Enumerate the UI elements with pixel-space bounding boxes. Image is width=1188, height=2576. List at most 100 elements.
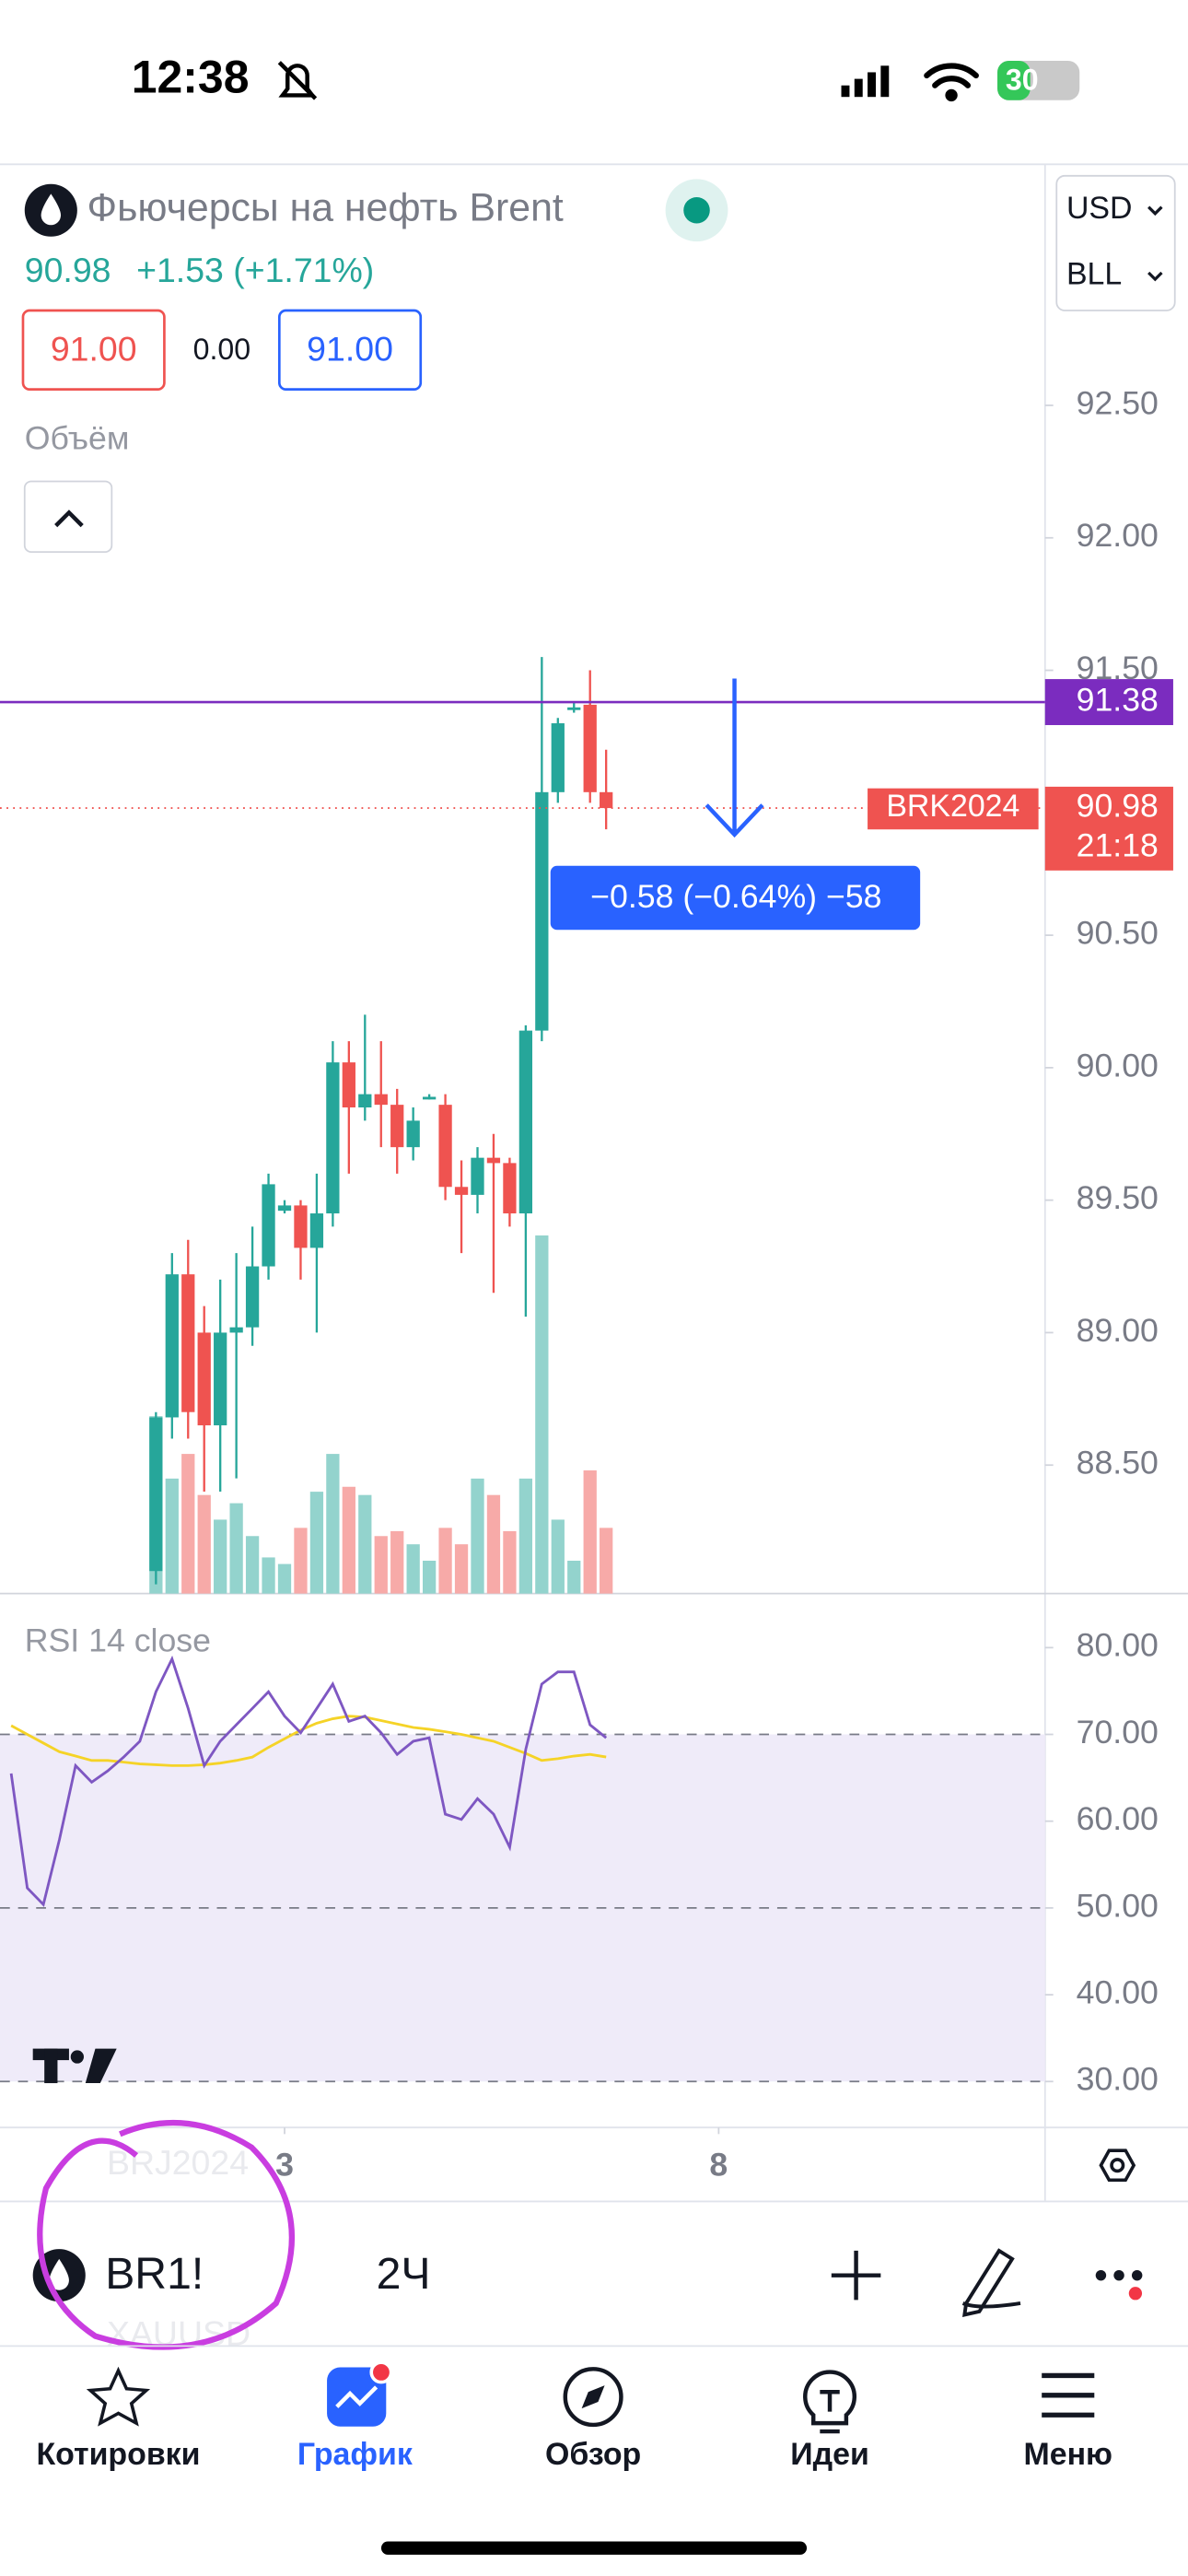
symbol-logo <box>24 183 77 237</box>
market-status <box>683 196 710 224</box>
last-price: 90.98 <box>25 251 111 289</box>
measure-label: −0.58 (−0.64%) −58 <box>590 878 881 915</box>
volume-bar <box>165 1478 179 1594</box>
spread: 0.00 <box>193 333 250 366</box>
price-change: +1.53 (+1.71%) <box>136 251 374 289</box>
horizontal-line-tag <box>1044 679 1173 726</box>
toolbar-interval[interactable]: 2Ч <box>377 2249 431 2299</box>
nav-icon[interactable] <box>803 2370 857 2434</box>
volume-bar <box>406 1544 420 1594</box>
currency[interactable]: USD <box>1066 191 1133 226</box>
sell-price[interactable]: 91.00 <box>51 329 137 368</box>
candle-body <box>181 1274 195 1412</box>
candle-body <box>229 1327 243 1333</box>
y-tick-label: 89.00 <box>1077 1312 1159 1349</box>
volume-bar <box>438 1528 452 1594</box>
y-tick-label: 60.00 <box>1077 1800 1159 1837</box>
y-tick-label: 70.00 <box>1077 1714 1159 1751</box>
y-tick-label: 50.00 <box>1077 1887 1159 1924</box>
volume-label: Объём <box>25 419 130 456</box>
candle-body <box>486 1157 501 1164</box>
sell-button[interactable] <box>21 309 166 391</box>
candle-body <box>583 704 597 792</box>
y-tick-label: 30.00 <box>1077 2061 1159 2098</box>
wifi-icon <box>924 63 979 102</box>
volume-bar <box>600 1528 613 1594</box>
y-tick-label: 40.00 <box>1077 1974 1159 2011</box>
annotation-circle <box>37 2119 296 2350</box>
buy-price[interactable]: 91.00 <box>307 329 393 368</box>
draw-button[interactable] <box>961 2248 1021 2318</box>
nav-icon[interactable] <box>1042 2372 1095 2418</box>
volume-bar <box>454 1544 469 1594</box>
rsi-title: RSI 14 close <box>25 1622 211 1659</box>
volume-bar <box>374 1536 388 1594</box>
volume-bar <box>214 1519 227 1594</box>
volume-bar <box>583 1469 597 1594</box>
candle-body <box>277 1205 292 1212</box>
battery-text: 30 <box>1006 64 1039 97</box>
y-tick-label: 80.00 <box>1077 1627 1159 1664</box>
volume-bar <box>471 1478 484 1594</box>
nav-label[interactable]: Котировки <box>36 2437 200 2472</box>
symbol-tag-label: BRK2024 <box>886 789 1019 824</box>
candle-body <box>245 1266 260 1328</box>
toolbar-logo <box>32 2249 86 2302</box>
nav-label[interactable]: Меню <box>1024 2437 1112 2472</box>
candle-body <box>294 1205 308 1248</box>
nav-icon[interactable] <box>327 2367 387 2427</box>
candle-body <box>390 1105 404 1148</box>
buy-button[interactable] <box>277 309 423 391</box>
volume-bar <box>245 1536 260 1594</box>
candle-body <box>422 1096 437 1100</box>
tv-logo <box>32 2048 117 2084</box>
home-indicator <box>380 2541 808 2555</box>
volume-bar <box>567 1561 581 1594</box>
y-tick-label: 90.00 <box>1077 1047 1159 1083</box>
last-price-label: 90.98 <box>1077 788 1159 825</box>
horizontal-line-label: 91.38 <box>1077 681 1159 718</box>
collapse-button[interactable] <box>23 480 113 554</box>
candle-body <box>149 1417 163 1572</box>
last-price-tag <box>1044 786 1173 871</box>
volume-bar <box>342 1486 355 1594</box>
candle-body <box>342 1062 355 1108</box>
volume-bar <box>294 1528 308 1594</box>
unit[interactable]: BLL <box>1066 257 1122 292</box>
currency-box[interactable] <box>1055 174 1176 311</box>
nav-icon[interactable] <box>563 2367 623 2428</box>
x-tick-label: 8 <box>709 2146 728 2183</box>
nav-label[interactable]: Идеи <box>790 2437 869 2472</box>
signal-icon <box>841 65 890 98</box>
arrow <box>705 678 764 838</box>
volume-bar <box>390 1530 404 1594</box>
volume-bar <box>309 1492 324 1594</box>
candle-body <box>406 1120 420 1148</box>
candle-body <box>471 1157 484 1195</box>
status-time: 12:38 <box>132 52 250 103</box>
volume-bar <box>229 1503 243 1594</box>
mute-icon <box>277 61 318 100</box>
nav-label[interactable]: График <box>297 2437 413 2472</box>
volume-bar <box>422 1561 437 1594</box>
y-tick-label: 89.50 <box>1077 1179 1159 1216</box>
nav-label[interactable]: Обзор <box>545 2437 641 2472</box>
settings-icon[interactable] <box>1099 2149 1136 2183</box>
toolbar-symbol[interactable]: BR1! <box>105 2249 204 2299</box>
candle-body <box>262 1184 275 1267</box>
volume-bar <box>358 1494 372 1594</box>
dropdown-icons <box>1147 205 1163 282</box>
measure-box <box>550 865 921 931</box>
battery-level <box>997 60 1031 100</box>
add-button[interactable] <box>831 2250 881 2301</box>
nav-badge <box>369 2360 393 2384</box>
nav-icon[interactable] <box>86 2366 151 2427</box>
y-tick-label: 92.50 <box>1077 384 1159 421</box>
more-button[interactable] <box>1095 2269 1143 2301</box>
candle-body <box>551 723 565 792</box>
countdown-label: 21:18 <box>1077 826 1159 863</box>
candle-body <box>165 1274 179 1418</box>
volume-bar <box>326 1454 340 1594</box>
